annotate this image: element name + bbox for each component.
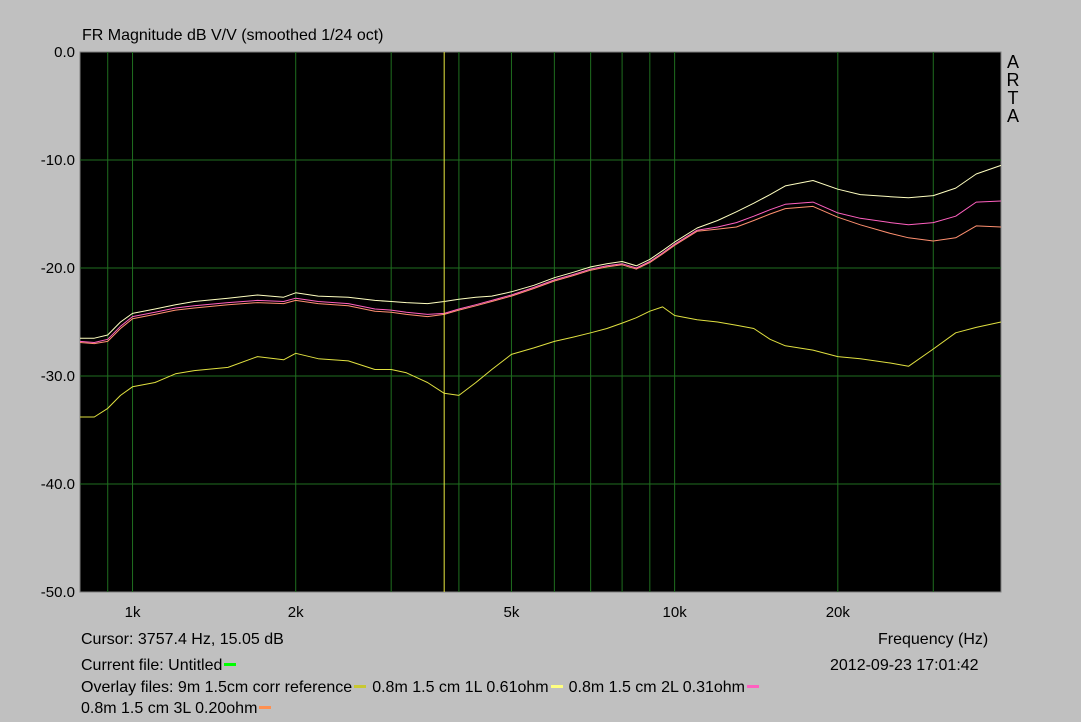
x-tick-label: 20k: [826, 604, 851, 621]
x-axis-label: Frequency (Hz): [878, 631, 989, 648]
x-tick-label: 1k: [125, 604, 141, 621]
overlay-swatch: [550, 685, 563, 689]
overlay-label: 0.8m 1.5 cm 3L 0.20ohm: [81, 700, 258, 717]
overlay-files-continued: 0.8m 1.5 cm 3L 0.20ohm: [81, 700, 277, 718]
timestamp: 2012-09-23 17:01:42: [830, 657, 979, 674]
cursor-readout: Cursor: 3757.4 Hz, 15.05 dB: [81, 631, 284, 648]
grid: [80, 52, 1001, 592]
chart-title: FR Magnitude dB V/V (smoothed 1/24 oct): [82, 27, 384, 44]
brand-logo: A R T A: [1006, 53, 1020, 125]
y-tick-label: -50.0: [41, 584, 75, 601]
overlay-swatch: [354, 685, 367, 689]
current-file-text: Current file: Untitled: [81, 657, 223, 674]
overlay-files: Overlay files: 9m 1.5cm corr reference 0.…: [81, 679, 765, 697]
series-group: [79, 164, 1002, 418]
brand-letter: R: [1006, 70, 1020, 90]
y-tick-label: -40.0: [41, 476, 75, 493]
x-axis-ticks: 1k 2k 5k 10k 20k: [125, 604, 851, 621]
x-tick-label: 5k: [504, 604, 520, 621]
brand-letter: A: [1006, 106, 1019, 126]
y-tick-label: -30.0: [41, 368, 75, 385]
y-axis-ticks: 0.0 -10.0 -20.0 -30.0 -40.0 -50.0: [41, 44, 75, 601]
overlay-prefix: Overlay files:: [81, 679, 178, 696]
brand-letter: A: [1006, 52, 1019, 72]
overlay-entry[interactable]: 0.8m 1.5 cm 2L 0.31ohm: [569, 679, 765, 696]
y-tick-label: 0.0: [54, 44, 75, 61]
overlay-entry[interactable]: 0.8m 1.5 cm 1L 0.61ohm: [372, 679, 568, 696]
overlay-swatch: [746, 685, 759, 689]
series-line: [79, 200, 1002, 343]
y-tick-label: -20.0: [41, 260, 75, 277]
brand-letter: T: [1007, 88, 1019, 108]
current-file-label: Current file: Untitled: [81, 657, 242, 675]
overlay-entry[interactable]: 0.8m 1.5 cm 3L 0.20ohm: [81, 700, 277, 717]
plot-background: [79, 51, 1002, 593]
overlay-label: 0.8m 1.5 cm 2L 0.31ohm: [568, 679, 745, 696]
series-line: [80, 164, 1002, 339]
current-file-swatch: [224, 663, 237, 667]
series-line: [79, 205, 1002, 345]
overlay-label: 9m 1.5cm corr reference: [177, 679, 353, 696]
overlay-label: 0.8m 1.5 cm 1L 0.61ohm: [372, 679, 549, 696]
x-tick-label: 10k: [663, 604, 688, 621]
x-tick-label: 2k: [288, 604, 304, 621]
overlay-entry[interactable]: 9m 1.5cm corr reference: [178, 679, 372, 696]
overlay-swatch: [259, 706, 272, 710]
y-tick-label: -10.0: [41, 152, 75, 169]
series-line: [80, 306, 1002, 418]
